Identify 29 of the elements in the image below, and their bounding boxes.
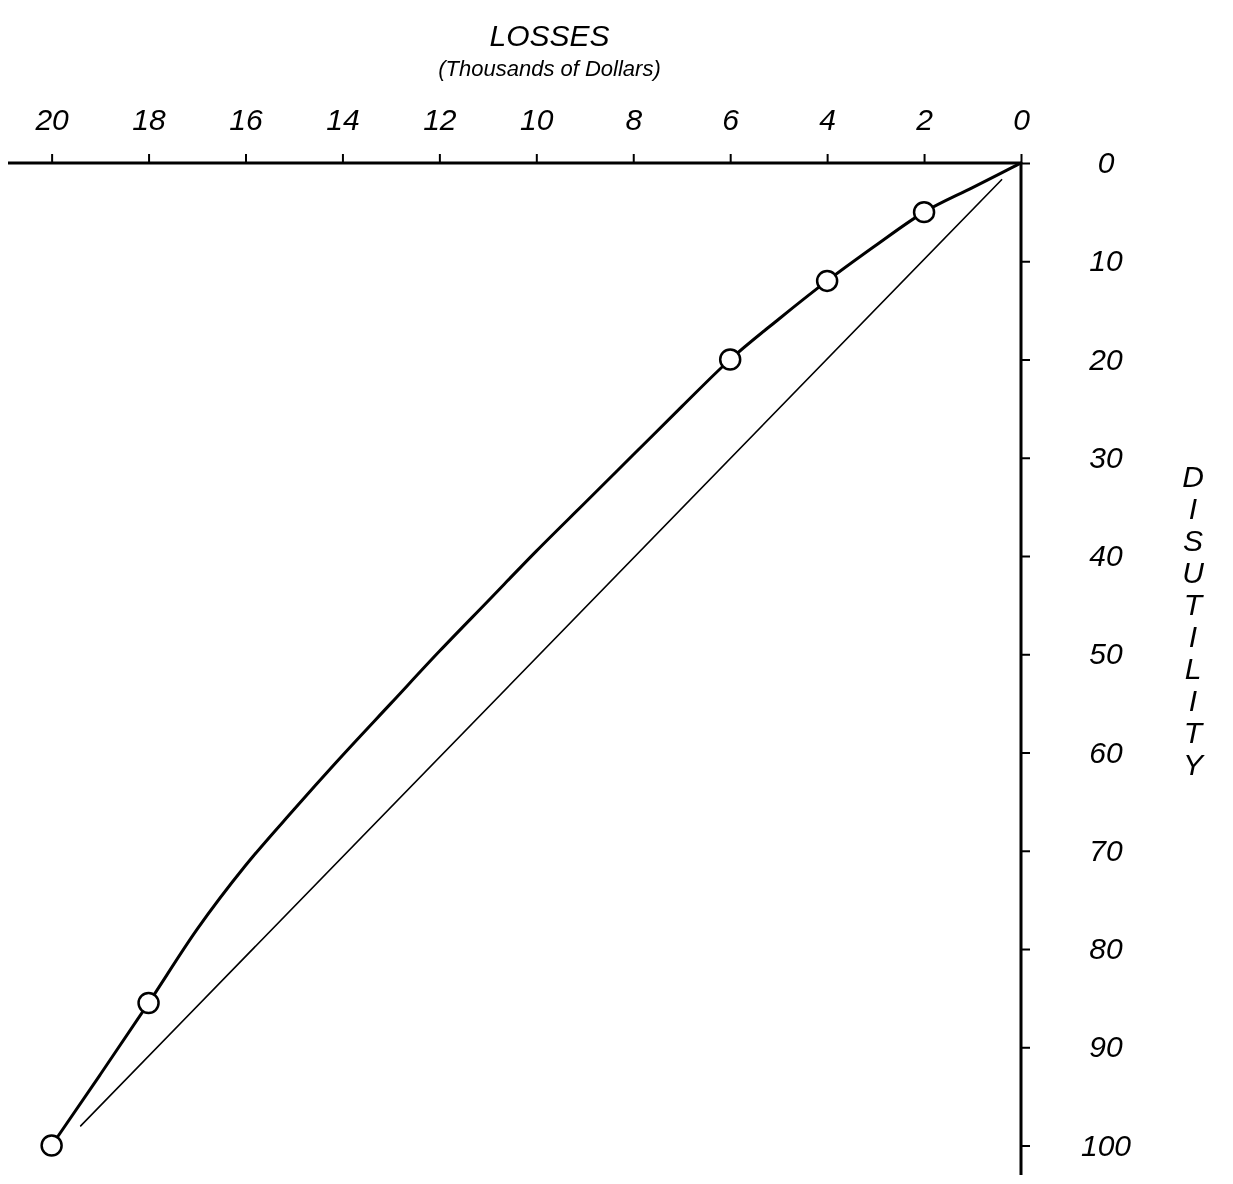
x-axis-title: LOSSES (Thousands of Dollars): [438, 19, 661, 81]
y-tick-label: 50: [1089, 637, 1123, 671]
y-tick-label: 100: [1080, 1128, 1132, 1162]
y-tick-label: 60: [1089, 735, 1123, 769]
x-tick-label: 18: [132, 103, 167, 136]
y-tick-label: 80: [1089, 932, 1123, 966]
point: [40, 1134, 63, 1157]
point: [815, 269, 839, 293]
x-tick-label: 12: [423, 103, 457, 136]
x-tick-label: 4: [819, 103, 836, 136]
text: DISUTILITY: [1182, 460, 1204, 782]
y-tick-label: 90: [1089, 1030, 1123, 1064]
x-tick-label: 16: [229, 103, 263, 136]
x-tick-label: 0: [1013, 103, 1031, 136]
y-tick-label: 70: [1089, 833, 1123, 867]
x-tick-label: 14: [326, 103, 360, 136]
point: [718, 348, 742, 371]
y-tick-label: 40: [1089, 539, 1123, 573]
point: [912, 200, 936, 224]
x-tick-label: 2: [915, 103, 934, 136]
x-tick-label: 8: [625, 103, 643, 136]
y-tick-label: 10: [1089, 244, 1123, 278]
x-tick-label: 10: [520, 103, 554, 136]
y-tick-label: 30: [1089, 440, 1123, 474]
y-tick-label: 20: [1088, 342, 1123, 376]
y-tick-label: 0: [1097, 146, 1115, 180]
point: [137, 991, 160, 1015]
x-tick-label: 20: [34, 103, 70, 136]
x-tick-label: 6: [722, 103, 740, 136]
